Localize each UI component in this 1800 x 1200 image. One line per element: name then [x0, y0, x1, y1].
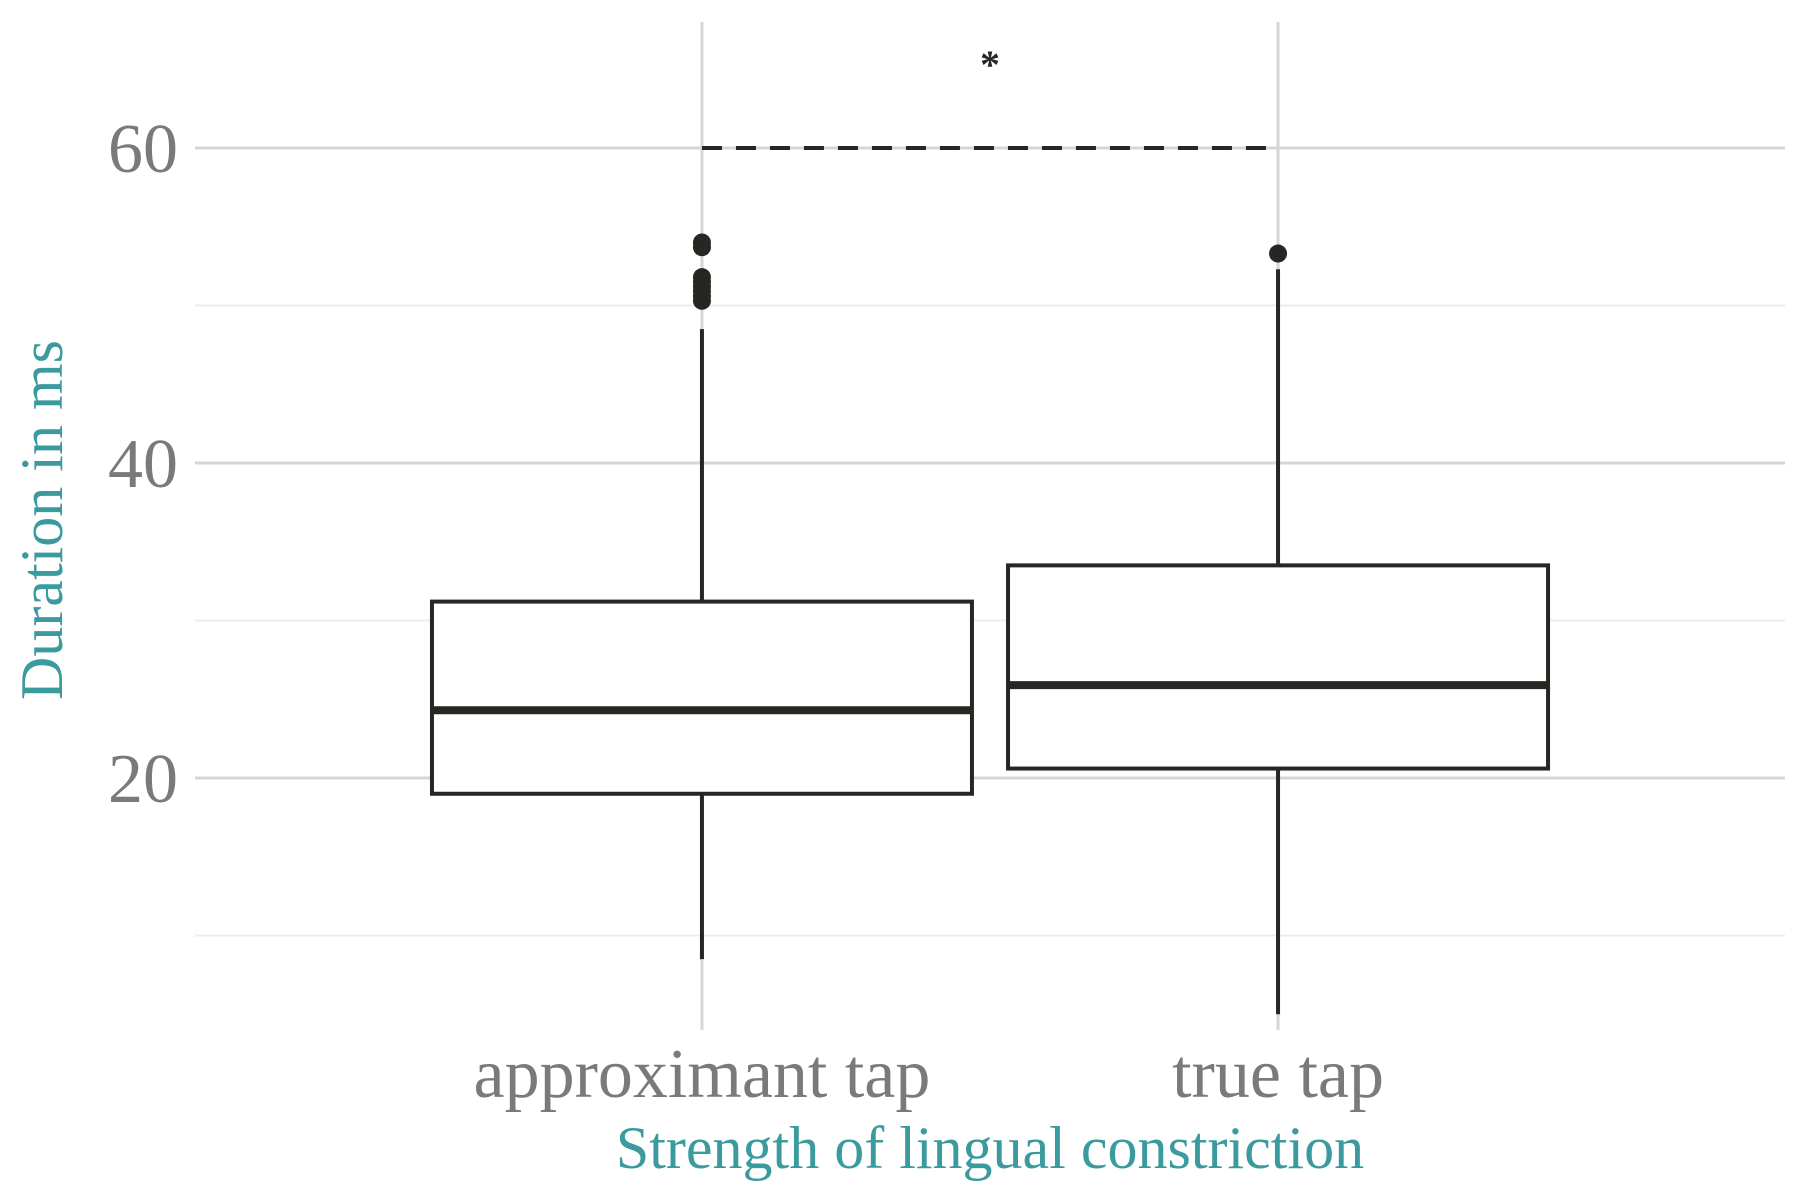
x-tick-label: approximant tap: [474, 1036, 931, 1113]
y-axis-title: Duration in ms: [9, 340, 75, 700]
y-axis: 20 40 60: [108, 111, 178, 818]
x-axis: approximant tap true tap: [474, 1036, 1384, 1113]
grid: [195, 22, 1785, 1030]
plot-area: *: [429, 42, 1551, 1015]
significance-label: *: [980, 42, 1000, 87]
outlier-point: [692, 233, 711, 252]
outlier-point: [692, 268, 711, 287]
iqr-box: [429, 599, 974, 796]
y-tick-label: 40: [108, 426, 178, 503]
outlier-point: [1269, 244, 1288, 263]
x-tick-label: true tap: [1172, 1036, 1384, 1113]
iqr-box: [1006, 563, 1551, 771]
y-tick-label: 60: [108, 111, 178, 188]
x-axis-title: Strength of lingual constriction: [616, 1115, 1364, 1181]
box-1: [429, 233, 974, 960]
box-2: [1006, 244, 1551, 1015]
y-tick-label: 20: [108, 741, 178, 818]
